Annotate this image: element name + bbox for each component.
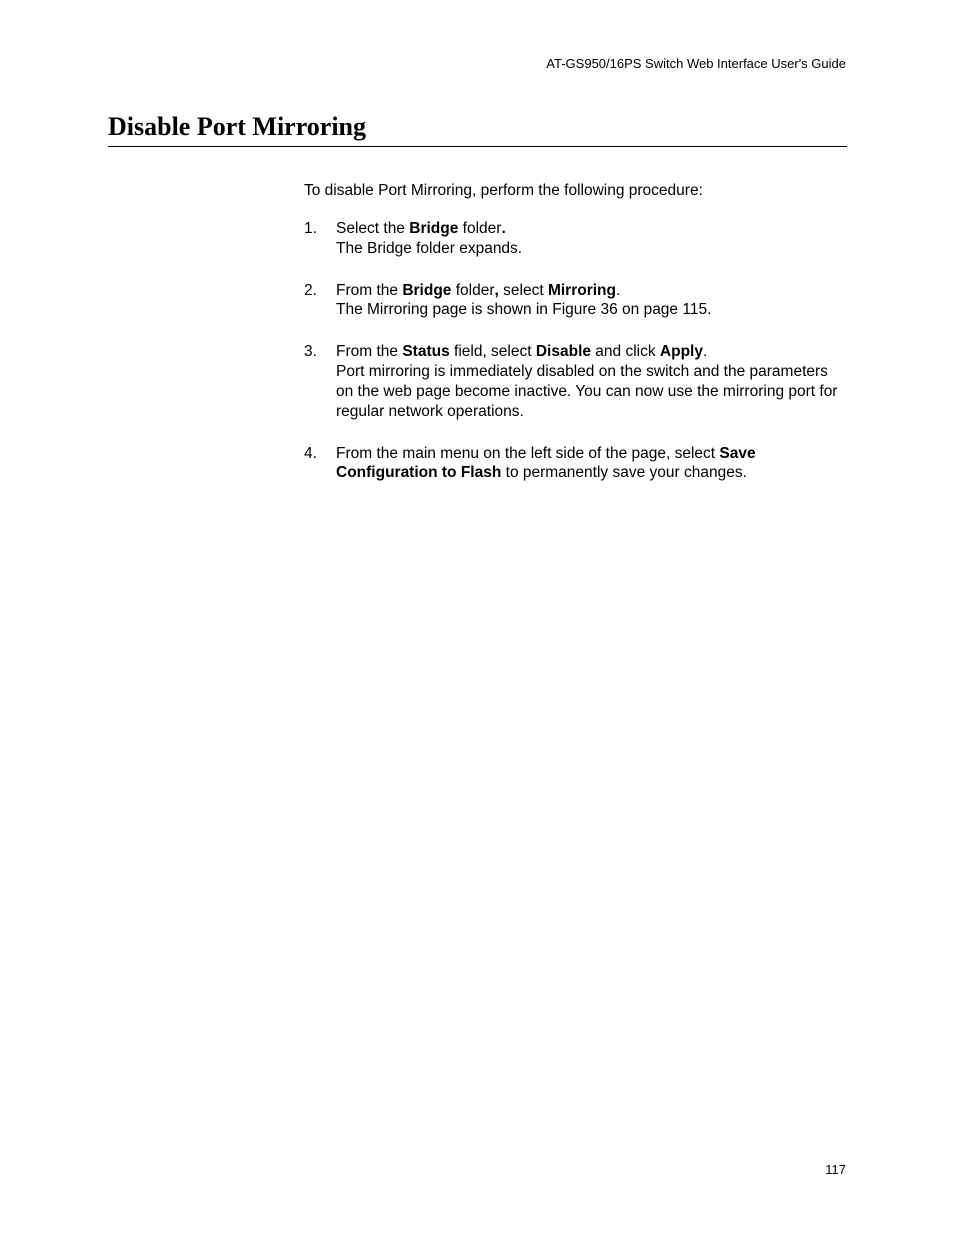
step-main: From the Status field, select Disable an… bbox=[336, 343, 707, 360]
procedure-step-1: 1. Select the Bridge folder. The Bridge … bbox=[304, 219, 847, 259]
section-title: Disable Port Mirroring bbox=[108, 112, 366, 142]
step-followup: The Mirroring page is shown in Figure 36… bbox=[336, 301, 711, 318]
step-main: Select the Bridge folder. bbox=[336, 220, 506, 237]
step-content: From the Status field, select Disable an… bbox=[336, 342, 847, 421]
step-content: From the Bridge folder, select Mirroring… bbox=[336, 281, 847, 321]
procedure-list: 1. Select the Bridge folder. The Bridge … bbox=[304, 219, 847, 505]
step-main: From the Bridge folder, select Mirroring… bbox=[336, 282, 620, 299]
step-main: From the main menu on the left side of t… bbox=[336, 445, 756, 482]
intro-text: To disable Port Mirroring, perform the f… bbox=[304, 182, 847, 200]
procedure-step-3: 3. From the Status field, select Disable… bbox=[304, 342, 847, 421]
step-followup: The Bridge folder expands. bbox=[336, 240, 522, 257]
step-number: 3. bbox=[304, 342, 336, 421]
step-content: Select the Bridge folder. The Bridge fol… bbox=[336, 219, 847, 259]
title-underline bbox=[108, 146, 847, 147]
step-content: From the main menu on the left side of t… bbox=[336, 444, 847, 484]
step-number: 4. bbox=[304, 444, 336, 484]
procedure-step-4: 4. From the main menu on the left side o… bbox=[304, 444, 847, 484]
page-number: 117 bbox=[825, 1162, 846, 1177]
step-number: 1. bbox=[304, 219, 336, 259]
procedure-step-2: 2. From the Bridge folder, select Mirror… bbox=[304, 281, 847, 321]
header-guide-title: AT-GS950/16PS Switch Web Interface User'… bbox=[546, 56, 846, 71]
step-number: 2. bbox=[304, 281, 336, 321]
step-followup: Port mirroring is immediately disabled o… bbox=[336, 363, 837, 420]
